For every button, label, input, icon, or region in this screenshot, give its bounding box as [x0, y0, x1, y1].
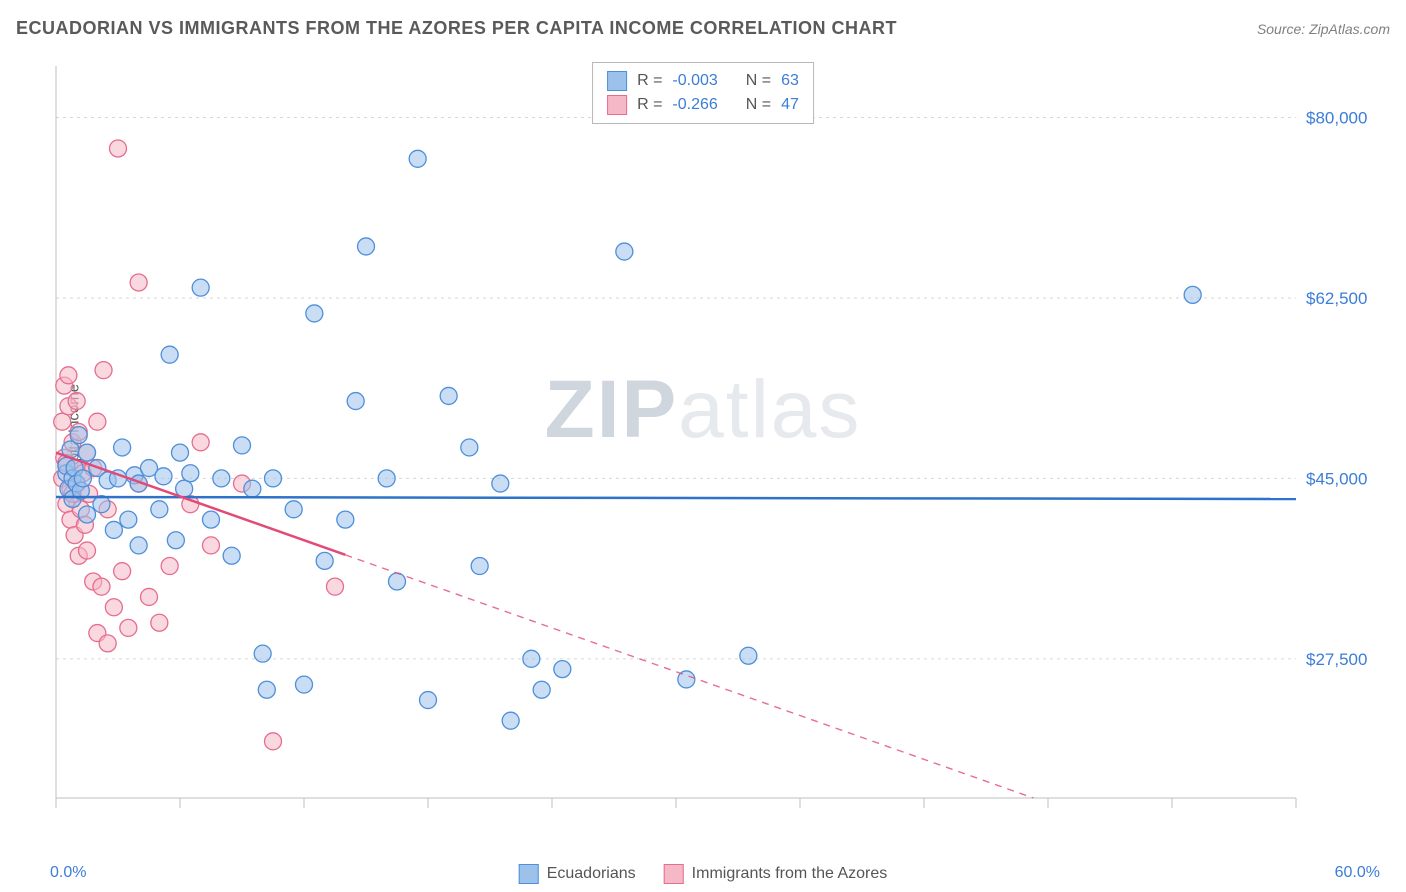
chart-title: ECUADORIAN VS IMMIGRANTS FROM THE AZORES… — [16, 18, 897, 39]
scatter-plot-area: $27,500 $45,000 $62,500 $80,000 — [48, 58, 1388, 828]
legend-swatch-blue — [519, 864, 539, 884]
legend-label-blue: Ecuadorians — [547, 865, 636, 883]
n-label: N = — [746, 69, 771, 93]
r-value-pink: -0.266 — [672, 93, 717, 117]
swatch-blue — [607, 71, 627, 91]
x-axis-end-label: 60.0% — [1335, 864, 1380, 882]
swatch-pink — [607, 95, 627, 115]
chart-header: ECUADORIAN VS IMMIGRANTS FROM THE AZORES… — [16, 18, 1390, 39]
source-name: ZipAtlas.com — [1309, 21, 1390, 37]
r-value-blue: -0.003 — [672, 69, 717, 93]
svg-text:$80,000: $80,000 — [1306, 109, 1367, 128]
legend-label-pink: Immigrants from the Azores — [692, 865, 888, 883]
n-value-blue: 63 — [781, 69, 799, 93]
svg-text:$27,500: $27,500 — [1306, 650, 1367, 669]
legend-item-blue: Ecuadorians — [519, 864, 636, 884]
r-label: R = — [637, 69, 662, 93]
legend-swatch-pink — [664, 864, 684, 884]
stats-row-blue: R = -0.003 N = 63 — [607, 69, 799, 93]
svg-text:$45,000: $45,000 — [1306, 469, 1367, 488]
legend-item-pink: Immigrants from the Azores — [664, 864, 888, 884]
bottom-legend: Ecuadorians Immigrants from the Azores — [519, 864, 888, 884]
svg-text:$62,500: $62,500 — [1306, 289, 1367, 308]
source-prefix: Source: — [1257, 21, 1309, 37]
n-label: N = — [746, 93, 771, 117]
stats-row-pink: R = -0.266 N = 47 — [607, 93, 799, 117]
r-label: R = — [637, 93, 662, 117]
x-axis-start-label: 0.0% — [50, 864, 86, 882]
correlation-stats-box: R = -0.003 N = 63 R = -0.266 N = 47 — [592, 62, 814, 124]
n-value-pink: 47 — [781, 93, 799, 117]
scatter-chart-svg: $27,500 $45,000 $62,500 $80,000 — [48, 58, 1388, 828]
source-credit: Source: ZipAtlas.com — [1257, 21, 1390, 37]
